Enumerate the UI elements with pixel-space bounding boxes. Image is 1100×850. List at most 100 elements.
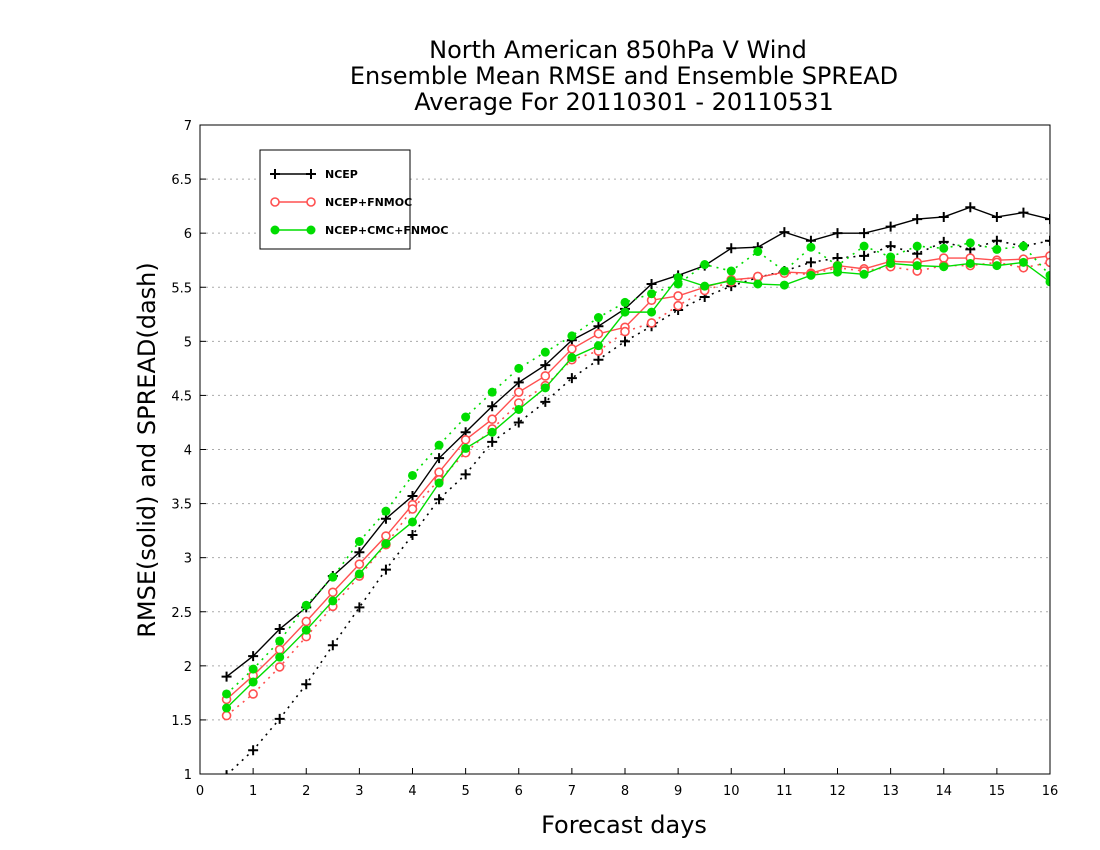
ncep-cmc-fnmoc-rmse-point [620,307,630,317]
ncep-rmse-point [540,360,551,371]
y-tick-label: 2 [184,660,192,675]
ncep-spread-point [885,241,896,252]
ncep-rmse-point [832,228,843,239]
ncep-cmc-fnmoc-rmse-point [328,596,338,606]
ncep-cmc-fnmoc-spread-point [779,266,789,276]
ncep-cmc-fnmoc-spread-line [226,242,1050,695]
ncep-fnmoc-spread-point [620,326,630,337]
ncep-spread-point [225,770,228,774]
ncep-cmc-fnmoc-rmse-point [434,478,444,488]
plot-frame [199,124,1051,775]
ncep-fnmoc-rmse-point [274,644,285,655]
ncep-cmc-fnmoc-rmse-point [647,307,657,317]
chart-title-line-2: Ensemble Mean RMSE and Ensemble SPREAD [350,62,898,90]
ncep-cmc-fnmoc-spread-point [275,636,285,646]
ncep-fnmoc-rmse-point [381,531,391,541]
ncep-cmc-fnmoc-spread-point [461,412,471,422]
ncep-cmc-fnmoc-rmse-point [939,262,949,272]
ncep-cmc-fnmoc-rmse-point [593,341,603,351]
ncep-spread-point [487,436,498,447]
ncep-cmc-fnmoc-spread-point [726,266,736,276]
ncep-cmc-fnmoc-spread-point [806,242,816,252]
legend: NCEP NCEP+FNMOC NCEP+CMC+FNMOC [259,149,448,250]
chart-title-line-1: North American 850hPa V Wind [429,36,807,64]
x-tick-label: 3 [355,784,363,799]
ncep-rmse-point [912,214,923,225]
ncep-spread-point [407,529,418,540]
y-tick-label: 4.5 [171,389,192,404]
ncep-cmc-fnmoc-spread-point [886,252,896,262]
ncep-spread-point [991,235,1002,246]
ncep-spread-point [354,602,365,613]
ncep-rmse-point [1045,214,1050,225]
legend-marker [306,197,316,207]
legend-item-ncep-fnmoc: NCEP+FNMOC [270,196,412,209]
ncep-cmc-fnmoc-rmse-point [540,383,550,393]
ncep-cmc-fnmoc-spread-point [301,600,311,610]
ncep-fnmoc-rmse-point [593,328,604,339]
ncep-cmc-fnmoc-spread-point [673,279,683,289]
x-tick-label: 8 [621,784,629,799]
ncep-cmc-fnmoc-rmse-point [381,539,391,549]
x-tick-label: 5 [461,784,469,799]
ncep-cmc-fnmoc-spread-point [434,440,444,450]
ncep-spread-point [805,257,816,268]
ncep-cmc-fnmoc-spread-point [328,572,338,582]
y-tick-label: 1 [184,768,192,783]
chart-title-line-3: Average For 20110301 - 20110531 [414,88,834,116]
legend-item-ncep-cmc-fnmoc: NCEP+CMC+FNMOC [270,224,448,237]
ncep-cmc-fnmoc-rmse-point [514,404,524,414]
ncep-cmc-fnmoc-spread-point [939,243,949,253]
x-axis-title: Forecast days [541,811,707,839]
legend-box [259,149,411,250]
legend-label: NCEP+FNMOC [325,196,412,209]
ncep-cmc-fnmoc-rmse-point [275,652,285,662]
ncep-cmc-fnmoc-spread-point [753,247,763,257]
ncep-rmse-line [226,206,1050,678]
ncep-fnmoc-rmse-point [673,291,683,301]
ncep-cmc-fnmoc-spread-point [620,297,630,307]
y-tick-label: 2.5 [171,606,192,621]
ncep-cmc-fnmoc-spread-point [408,470,417,480]
ncep-cmc-fnmoc-rmse-point [992,261,1002,271]
ncep-rmse-point [991,211,1002,222]
ncep-spread-point [620,336,630,347]
ncep-rmse-point [407,491,418,502]
ncep-cmc-fnmoc-rmse-point [408,517,417,527]
x-tick-label: 4 [408,784,416,799]
series-ncep-fnmoc [221,251,1050,721]
ncep-fnmoc-rmse-point [567,344,577,354]
ncep-rmse-point [965,202,976,213]
ncep-spread-point [434,494,445,505]
x-tick-label: 13 [882,784,899,799]
legend-label: NCEP [325,168,358,181]
ncep-cmc-fnmoc-rmse-point [673,273,683,283]
y-tick-label: 4 [184,444,192,459]
ncep-fnmoc-rmse-point [513,387,524,397]
ncep-cmc-fnmoc-rmse-point [833,267,842,277]
ncep-cmc-fnmoc-rmse-point [487,427,497,437]
y-tick-label: 3 [184,552,192,567]
ncep-spread-point [274,713,285,724]
legend-marker [270,169,280,179]
ncep-cmc-fnmoc-spread-point [593,313,603,323]
x-tick-label: 6 [515,784,523,799]
series-ncep [221,202,1050,774]
ncep-rmse-point [859,228,870,239]
ncep-spread-point [513,417,524,428]
ncep-rmse-point [779,227,790,238]
ncep-spread-point [566,373,577,384]
x-tick-label: 0 [196,784,204,799]
ncep-cmc-fnmoc-spread-point [222,689,232,699]
ncep-cmc-fnmoc-spread-point [248,664,258,674]
ncep-cmc-fnmoc-rmse-point [886,258,896,268]
ncep-spread-point [380,564,391,575]
ncep-fnmoc-spread-point [248,689,258,699]
ncep-fnmoc-spread-point [221,710,232,721]
x-tick-label: 14 [935,784,952,799]
ncep-rmse-point [434,453,445,464]
ncep-cmc-fnmoc-rmse-point [965,258,975,268]
y-tick-label: 6 [184,227,192,242]
x-tick-label: 9 [674,784,682,799]
legend-marker [270,225,280,235]
